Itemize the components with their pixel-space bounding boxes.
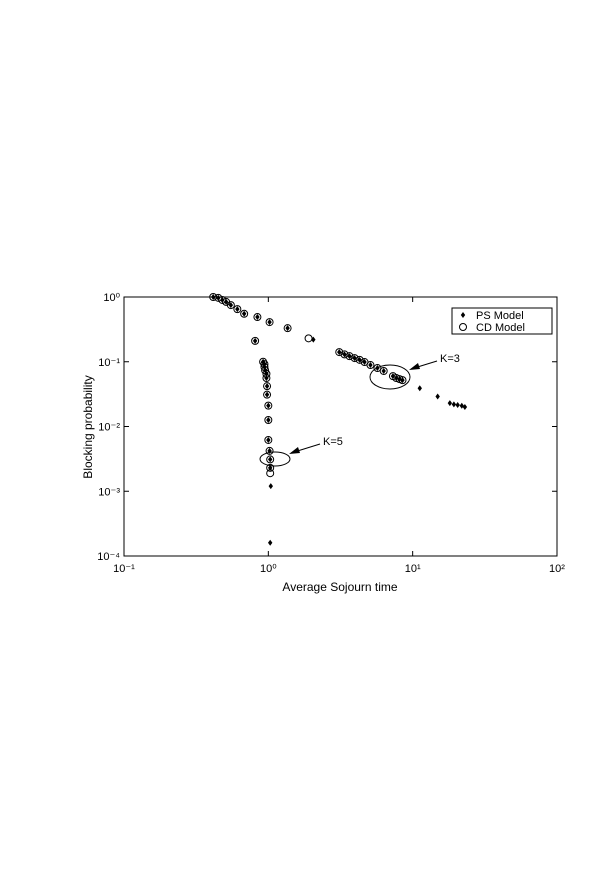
point xyxy=(235,306,240,313)
point xyxy=(283,324,292,333)
point xyxy=(267,456,273,463)
point xyxy=(379,366,388,375)
point xyxy=(368,362,373,369)
plot-frame xyxy=(123,296,558,557)
legend-marker xyxy=(460,312,466,318)
point xyxy=(216,294,221,301)
y-tick-label: 10⁻³ xyxy=(98,486,120,498)
point xyxy=(266,463,275,472)
point xyxy=(262,374,271,383)
point xyxy=(211,294,216,300)
point xyxy=(398,376,407,385)
point xyxy=(335,348,344,357)
x-tick-label: 10⁰ xyxy=(260,563,277,575)
point xyxy=(223,298,229,305)
legend-label: PS Model xyxy=(476,310,524,322)
legend-marker xyxy=(459,323,467,331)
point xyxy=(447,400,453,407)
point xyxy=(375,365,380,372)
point xyxy=(266,402,271,409)
arrow-head xyxy=(289,447,300,454)
point xyxy=(264,401,273,410)
point xyxy=(285,325,290,332)
point xyxy=(226,301,235,310)
point xyxy=(240,309,249,318)
point xyxy=(417,385,422,392)
point xyxy=(462,404,468,411)
point xyxy=(264,435,273,444)
legend-box xyxy=(451,307,553,335)
point xyxy=(264,383,270,390)
y-tick-label: 10⁻² xyxy=(98,422,120,434)
point xyxy=(218,295,227,304)
point xyxy=(366,361,375,370)
point xyxy=(255,314,260,321)
point xyxy=(263,390,272,399)
annotation-k3: K=3 xyxy=(369,353,460,390)
point xyxy=(451,401,457,408)
arrow-head xyxy=(409,363,420,370)
point xyxy=(252,337,258,344)
point xyxy=(435,393,440,400)
y-tick-label: 10⁻⁴ xyxy=(97,551,120,563)
point xyxy=(268,483,273,490)
point xyxy=(209,293,218,301)
point xyxy=(251,336,260,345)
point xyxy=(345,352,354,361)
point xyxy=(337,349,342,356)
x-tick-label: 10⁻¹ xyxy=(113,563,135,575)
point xyxy=(263,382,272,391)
y-axis-label: Blocking probability xyxy=(81,375,95,478)
point xyxy=(267,319,272,326)
point xyxy=(264,416,273,425)
point xyxy=(261,366,270,375)
annotation-k5: K=5 xyxy=(259,436,343,467)
annotation-ellipse xyxy=(369,364,411,390)
annotation-ellipse xyxy=(259,451,291,467)
point xyxy=(264,375,269,382)
point xyxy=(262,369,271,378)
point xyxy=(233,305,242,314)
point xyxy=(266,455,275,464)
point xyxy=(228,302,234,309)
point xyxy=(267,447,272,454)
x-tick-label: 10² xyxy=(549,563,565,575)
point xyxy=(214,293,223,302)
annotation-text: K=5 xyxy=(323,436,343,448)
point xyxy=(241,310,247,317)
y-tick-label: 10⁰ xyxy=(103,292,120,304)
point xyxy=(304,334,313,343)
x-tick-label: 10¹ xyxy=(405,563,421,575)
annotation-text: K=3 xyxy=(440,353,460,365)
point xyxy=(265,446,274,455)
y-tick-label: 10⁻¹ xyxy=(98,357,120,369)
point xyxy=(265,318,274,327)
point xyxy=(355,355,364,364)
point xyxy=(260,360,269,369)
point xyxy=(381,367,386,374)
point xyxy=(267,464,273,471)
point xyxy=(264,391,270,398)
point xyxy=(350,354,359,363)
point xyxy=(253,313,262,322)
point xyxy=(373,364,382,373)
legend-label: CD Model xyxy=(476,322,525,334)
point xyxy=(266,469,275,478)
point xyxy=(340,350,349,359)
point xyxy=(266,417,271,424)
point xyxy=(267,539,273,546)
point xyxy=(455,401,460,408)
point xyxy=(266,436,271,443)
point xyxy=(220,296,225,303)
x-axis-label: Average Sojourn time xyxy=(282,580,398,594)
